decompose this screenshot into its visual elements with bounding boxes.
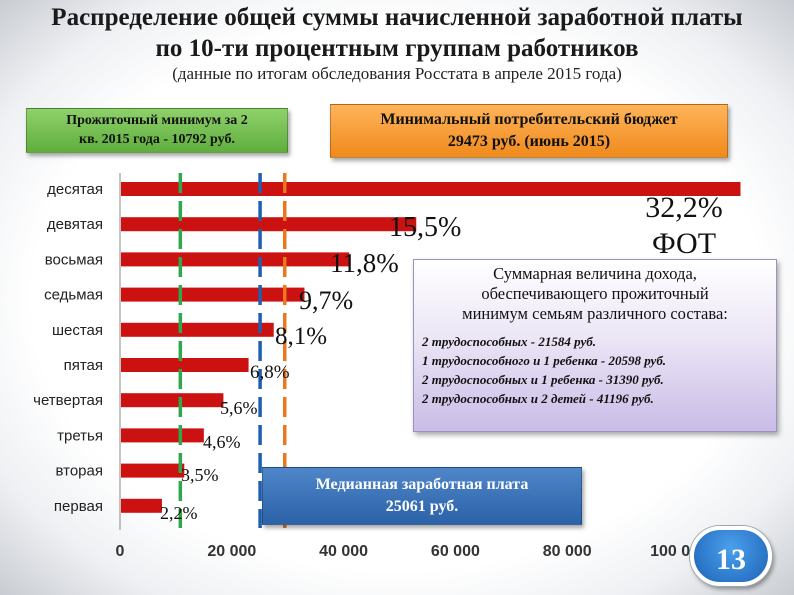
category-label: вторая: [56, 463, 104, 480]
bar: [121, 498, 162, 513]
consumer-budget-box: Минимальный потребительский бюджет 29473…: [330, 104, 728, 158]
family-item: 2 трудоспособных и 1 ребенка - 31390 руб…: [422, 372, 664, 387]
bar: [121, 322, 274, 337]
family-income-box: Суммарная величина дохода, обеспечивающе…: [413, 259, 777, 432]
subsistence-line1: Прожиточный минимум за 2: [66, 113, 248, 128]
family-title-line2: обеспечивающего прожиточный: [481, 284, 709, 303]
subsistence-minimum-box: Прожиточный минимум за 2 кв. 2015 года -…: [26, 108, 288, 153]
category-label: третья: [57, 427, 103, 444]
bar: [121, 287, 305, 302]
bar: [121, 463, 185, 478]
family-title-line3: минимум семьям различного состава:: [462, 304, 728, 323]
data-label: 6,8%: [250, 362, 290, 383]
subsistence-line2: кв. 2015 года - 10792 руб.: [79, 132, 235, 147]
category-label: шестая: [52, 322, 103, 339]
family-item: 1 трудоспособного и 1 ребенка - 20598 ру…: [422, 353, 667, 368]
data-label: 3,5%: [181, 465, 219, 485]
category-label: четвертая: [33, 392, 103, 409]
chart-title-line1: Распределение общей суммы начисленной за…: [51, 4, 743, 31]
bar: [121, 393, 224, 408]
family-title-line1: Суммарная величина дохода,: [493, 264, 697, 283]
slide-number-badge: 13: [690, 526, 772, 586]
median-salary-box: Медианная заработная плата 25061 руб.: [262, 467, 582, 525]
data-label: 4,6%: [203, 432, 241, 452]
data-label: 2,2%: [160, 503, 198, 523]
x-tick-label: 0: [116, 543, 125, 560]
x-tick-label: 80 000: [543, 543, 592, 560]
family-item: 2 трудоспособных и 2 детей - 41196 руб.: [422, 391, 654, 406]
x-tick-label: 60 000: [431, 543, 480, 560]
chart-subtitle: (данные по итогам обследования Росстата …: [172, 64, 622, 83]
data-label: 5,6%: [220, 398, 258, 418]
bar: [121, 252, 350, 267]
data-label: 9,7%: [299, 286, 353, 315]
bar: [121, 182, 741, 196]
category-label: пятая: [64, 357, 103, 374]
data-label: 11,8%: [330, 248, 399, 278]
bar: [121, 217, 417, 232]
x-tick-label: 40 000: [319, 543, 368, 560]
category-label: девятая: [47, 216, 103, 233]
family-item: 2 трудоспособных - 21584 руб.: [422, 334, 596, 349]
category-label: седьмая: [44, 287, 103, 304]
category-label: десятая: [47, 181, 103, 198]
chart-title-line2: по 10-ти процентным группам работников: [155, 35, 639, 62]
median-line2: 25061 руб.: [385, 498, 459, 515]
x-tick-label: 20 000: [207, 543, 256, 560]
data-label-suffix: ФОТ: [652, 227, 716, 260]
budget-line2: 29473 руб. (июнь 2015): [447, 133, 611, 150]
data-label: 32,2%: [645, 191, 723, 224]
budget-line1: Минимальный потребительский бюджет: [380, 111, 678, 128]
category-label: восьмая: [45, 251, 103, 268]
bar: [121, 358, 249, 372]
data-label: 15,5%: [389, 212, 461, 243]
data-label: 8,1%: [275, 323, 327, 350]
category-label: первая: [54, 498, 103, 515]
bar: [121, 428, 204, 443]
median-line1: Медианная заработная плата: [315, 476, 529, 493]
